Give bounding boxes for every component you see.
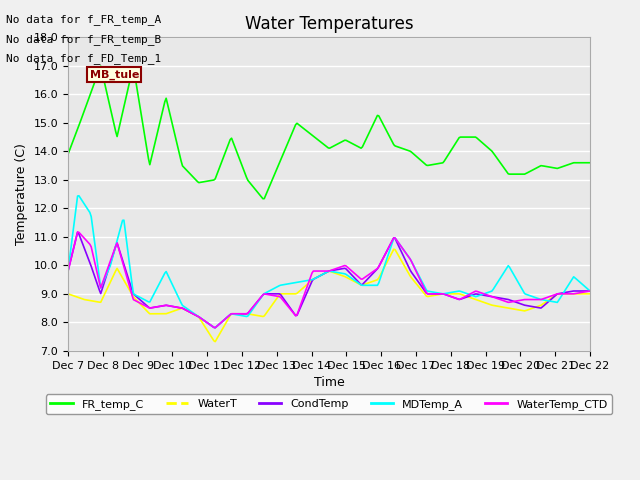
WaterTemp_CTD (586, 288, 594, 294)
WaterT (585, 291, 593, 297)
FR_temp_C (64, 151, 72, 157)
CondTemp (335, 266, 343, 272)
Y-axis label: Temperature (C): Temperature (C) (15, 143, 28, 245)
WaterTemp_CTD (74, 229, 81, 235)
MDTemp_A (335, 270, 343, 276)
X-axis label: Time: Time (314, 376, 344, 389)
MDTemp_A (586, 288, 594, 294)
WaterT (99, 297, 106, 302)
WaterT (586, 291, 594, 297)
WaterTemp_CTD (100, 277, 108, 283)
FR_temp_C (100, 75, 108, 81)
FR_temp_C (439, 160, 447, 166)
WaterTemp_CTD (83, 239, 91, 244)
FR_temp_C (259, 196, 267, 202)
CondTemp (64, 268, 72, 274)
WaterT (211, 339, 219, 345)
WaterTemp_CTD (439, 291, 447, 297)
MDTemp_A (100, 279, 108, 285)
MDTemp_A (83, 205, 91, 211)
WaterT (390, 246, 397, 252)
Line: FR_temp_C: FR_temp_C (68, 66, 590, 199)
CondTemp (439, 291, 447, 297)
WaterT (516, 307, 524, 313)
FR_temp_C (82, 104, 90, 109)
CondTemp (586, 288, 594, 294)
MDTemp_A (211, 325, 219, 331)
CondTemp (585, 288, 593, 294)
Text: MB_tule: MB_tule (90, 70, 139, 80)
WaterTemp_CTD (64, 268, 72, 274)
Legend: FR_temp_C, WaterT, CondTemp, MDTemp_A, WaterTemp_CTD: FR_temp_C, WaterT, CondTemp, MDTemp_A, W… (46, 395, 612, 414)
MDTemp_A (64, 268, 72, 274)
CondTemp (211, 325, 219, 331)
WaterT (82, 297, 90, 303)
MDTemp_A (516, 284, 524, 289)
WaterT (439, 291, 447, 297)
CondTemp (83, 252, 91, 258)
MDTemp_A (75, 193, 83, 199)
FR_temp_C (585, 160, 593, 166)
Text: No data for f_FD_Temp_1: No data for f_FD_Temp_1 (6, 53, 162, 64)
WaterTemp_CTD (211, 325, 219, 331)
WaterT (334, 271, 342, 277)
MDTemp_A (439, 291, 447, 297)
Title: Water Temperatures: Water Temperatures (244, 15, 413, 33)
Line: WaterT: WaterT (68, 249, 590, 342)
Line: CondTemp: CondTemp (68, 232, 590, 328)
FR_temp_C (586, 160, 594, 166)
WaterTemp_CTD (585, 288, 593, 294)
Line: MDTemp_A: MDTemp_A (68, 196, 590, 328)
WaterTemp_CTD (516, 298, 524, 303)
CondTemp (100, 282, 108, 288)
FR_temp_C (97, 63, 104, 69)
FR_temp_C (516, 171, 524, 177)
FR_temp_C (335, 140, 343, 146)
CondTemp (74, 229, 81, 235)
MDTemp_A (585, 287, 593, 293)
Text: No data for f_FR_temp_A: No data for f_FR_temp_A (6, 14, 162, 25)
WaterTemp_CTD (335, 264, 343, 270)
CondTemp (516, 301, 524, 307)
WaterT (64, 291, 72, 297)
Text: No data for f_FR_temp_B: No data for f_FR_temp_B (6, 34, 162, 45)
Line: WaterTemp_CTD: WaterTemp_CTD (68, 232, 590, 328)
